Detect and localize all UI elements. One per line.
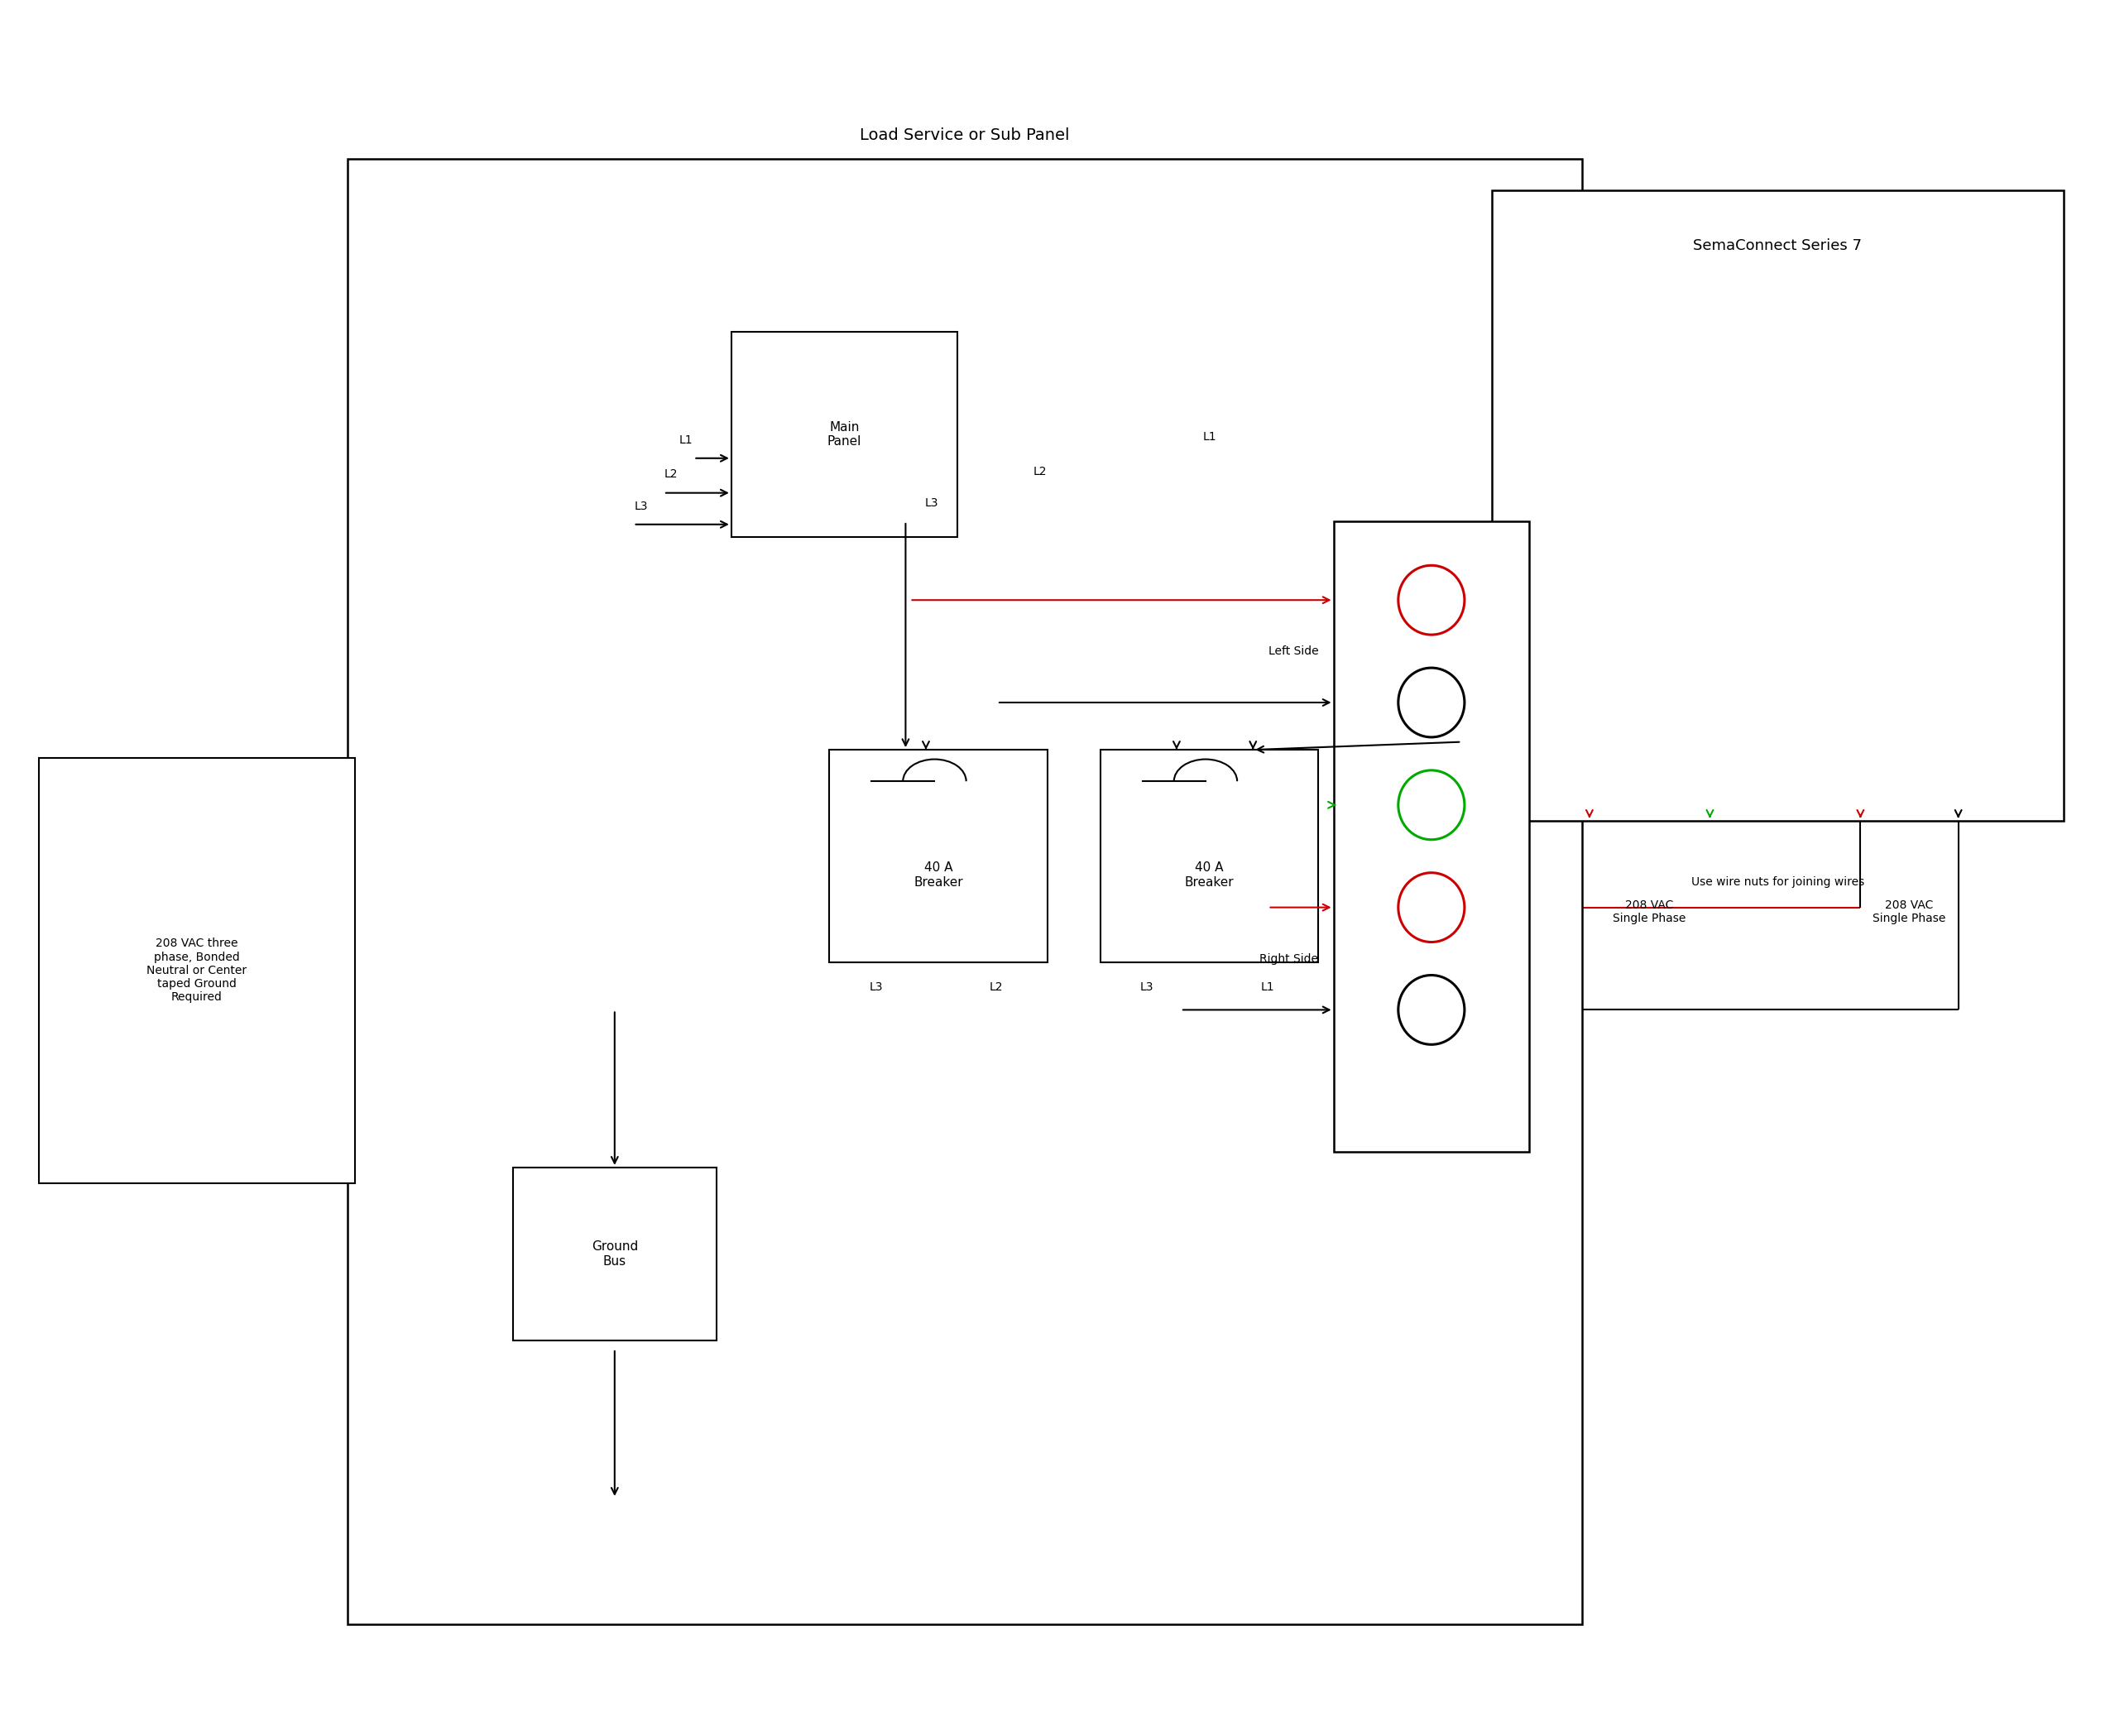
Text: L3: L3 [869,981,882,993]
Bar [829,750,1047,962]
Text: Right Side: Right Side [1260,953,1319,965]
Text: Load Service or Sub Panel: Load Service or Sub Panel [859,127,1070,142]
Text: 208 VAC
Single Phase: 208 VAC Single Phase [1614,899,1686,925]
Text: L3: L3 [924,496,939,509]
Text: 208 VAC
Single Phase: 208 VAC Single Phase [1874,899,1945,925]
Text: L1: L1 [1203,431,1215,443]
Text: L3: L3 [635,500,648,512]
Bar [1099,750,1319,962]
Circle shape [1399,668,1464,738]
Text: Use wire nuts for joining wires: Use wire nuts for joining wires [1690,877,1865,887]
Bar [38,757,354,1184]
Bar [513,1167,715,1340]
Bar [1492,191,2064,821]
Text: L1: L1 [679,434,692,446]
Text: L3: L3 [1139,981,1154,993]
Text: 208 VAC three
phase, Bonded
Neutral or Center
taped Ground
Required: 208 VAC three phase, Bonded Neutral or C… [148,937,247,1003]
Text: L2: L2 [665,469,677,481]
Text: Main
Panel: Main Panel [827,422,861,448]
Text: 40 A
Breaker: 40 A Breaker [914,861,962,889]
Circle shape [1399,976,1464,1045]
Circle shape [1399,873,1464,943]
Bar [732,332,958,536]
Text: Ground
Bus: Ground Bus [591,1241,637,1267]
Circle shape [1399,566,1464,635]
Text: SemaConnect Series 7: SemaConnect Series 7 [1692,238,1861,253]
Text: L1: L1 [1260,981,1274,993]
Text: L2: L2 [990,981,1002,993]
Bar [348,158,1582,1625]
Text: L2: L2 [1034,465,1047,477]
Circle shape [1399,771,1464,840]
Text: Left Side: Left Side [1268,646,1319,658]
Text: 40 A
Breaker: 40 A Breaker [1184,861,1234,889]
Bar [1334,521,1530,1151]
